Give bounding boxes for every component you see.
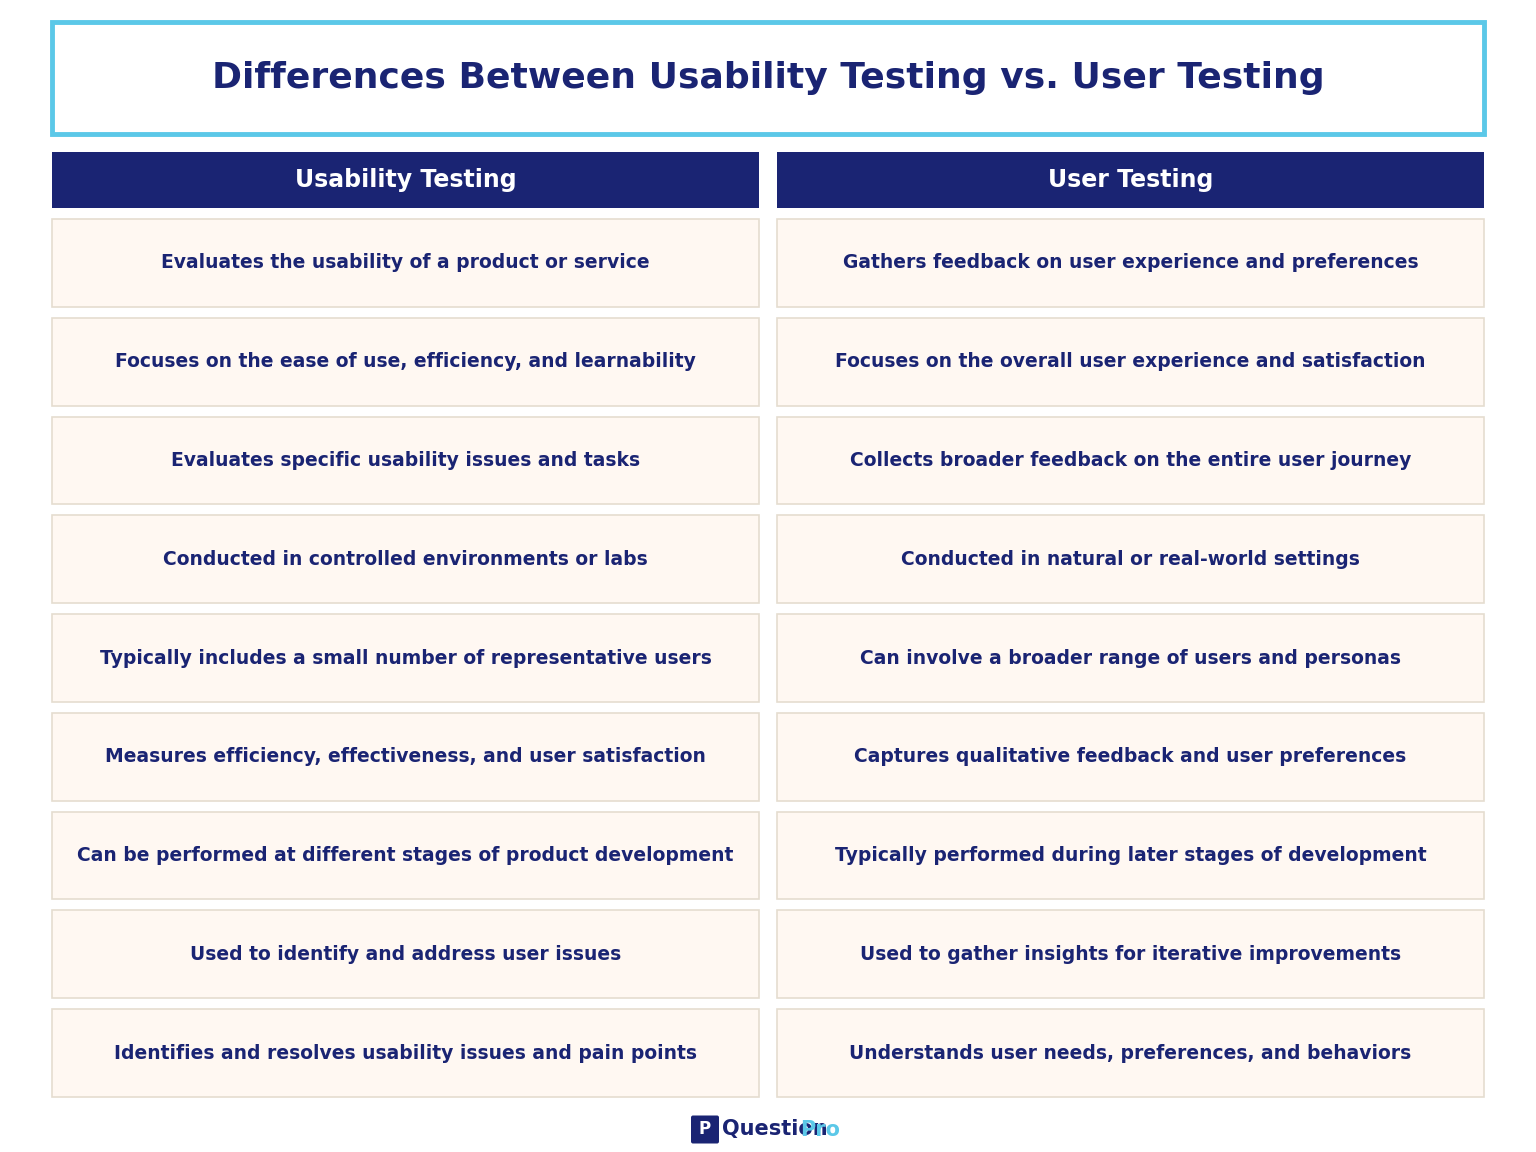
Text: Question: Question	[722, 1120, 828, 1139]
Text: Usability Testing: Usability Testing	[295, 168, 516, 192]
FancyBboxPatch shape	[777, 812, 1484, 900]
FancyBboxPatch shape	[52, 219, 759, 306]
Text: Conducted in controlled environments or labs: Conducted in controlled environments or …	[163, 550, 648, 569]
Text: User Testing: User Testing	[1048, 168, 1213, 192]
Text: Measures efficiency, effectiveness, and user satisfaction: Measures efficiency, effectiveness, and …	[104, 748, 707, 766]
FancyBboxPatch shape	[52, 152, 759, 209]
Text: Evaluates specific usability issues and tasks: Evaluates specific usability issues and …	[170, 450, 641, 470]
FancyBboxPatch shape	[52, 515, 759, 604]
Text: Gathers feedback on user experience and preferences: Gathers feedback on user experience and …	[843, 253, 1418, 272]
Text: Evaluates the usability of a product or service: Evaluates the usability of a product or …	[161, 253, 650, 272]
FancyBboxPatch shape	[691, 1115, 719, 1144]
Text: Can be performed at different stages of product development: Can be performed at different stages of …	[77, 846, 734, 865]
Text: Focuses on the overall user experience and satisfaction: Focuses on the overall user experience a…	[836, 353, 1425, 371]
Text: Conducted in natural or real-world settings: Conducted in natural or real-world setti…	[902, 550, 1359, 569]
FancyBboxPatch shape	[777, 318, 1484, 406]
FancyBboxPatch shape	[52, 614, 759, 702]
Text: Focuses on the ease of use, efficiency, and learnability: Focuses on the ease of use, efficiency, …	[115, 353, 696, 371]
Text: Differences Between Usability Testing vs. User Testing: Differences Between Usability Testing vs…	[212, 61, 1324, 94]
FancyBboxPatch shape	[777, 614, 1484, 702]
FancyBboxPatch shape	[52, 713, 759, 801]
Text: Can involve a broader range of users and personas: Can involve a broader range of users and…	[860, 649, 1401, 667]
Text: Pro: Pro	[800, 1120, 840, 1139]
Text: Used to gather insights for iterative improvements: Used to gather insights for iterative im…	[860, 945, 1401, 964]
Text: Typically includes a small number of representative users: Typically includes a small number of rep…	[100, 649, 711, 667]
FancyBboxPatch shape	[777, 417, 1484, 505]
FancyBboxPatch shape	[52, 1009, 759, 1097]
FancyBboxPatch shape	[777, 1009, 1484, 1097]
FancyBboxPatch shape	[52, 812, 759, 900]
FancyBboxPatch shape	[777, 152, 1484, 209]
FancyBboxPatch shape	[777, 713, 1484, 801]
Text: Collects broader feedback on the entire user journey: Collects broader feedback on the entire …	[849, 450, 1412, 470]
Text: Typically performed during later stages of development: Typically performed during later stages …	[834, 846, 1427, 865]
FancyBboxPatch shape	[777, 219, 1484, 306]
Text: Captures qualitative feedback and user preferences: Captures qualitative feedback and user p…	[854, 748, 1407, 766]
FancyBboxPatch shape	[777, 910, 1484, 999]
Text: Understands user needs, preferences, and behaviors: Understands user needs, preferences, and…	[849, 1044, 1412, 1062]
FancyBboxPatch shape	[52, 417, 759, 505]
FancyBboxPatch shape	[52, 910, 759, 999]
Text: Identifies and resolves usability issues and pain points: Identifies and resolves usability issues…	[114, 1044, 697, 1062]
FancyBboxPatch shape	[52, 318, 759, 406]
FancyBboxPatch shape	[777, 515, 1484, 604]
Text: P: P	[699, 1121, 711, 1138]
Text: Used to identify and address user issues: Used to identify and address user issues	[190, 945, 621, 964]
FancyBboxPatch shape	[52, 22, 1484, 134]
